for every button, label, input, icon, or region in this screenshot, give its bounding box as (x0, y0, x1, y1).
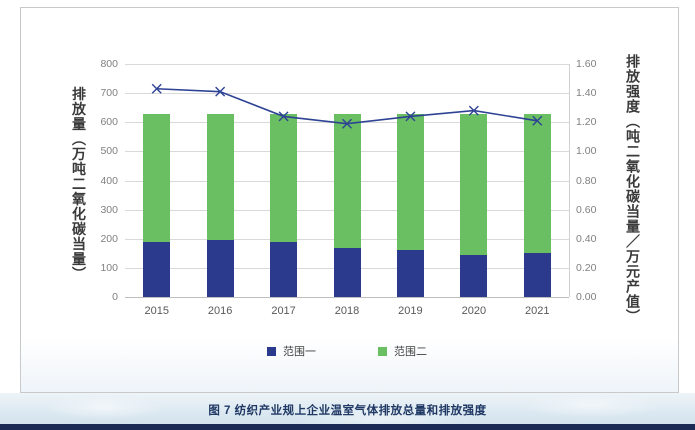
bar-segment-scope1 (206, 240, 234, 297)
bar-segment-scope2 (206, 114, 234, 241)
left-axis-ticks: 0 100 200 300 400 500 600 700 800 (21, 8, 118, 392)
bar-segment-scope1 (460, 255, 488, 297)
bar-segment-scope2 (396, 114, 424, 251)
right-axis-tick-label: 0.40 (576, 232, 597, 245)
right-axis-tick-label: 1.40 (576, 87, 597, 100)
plot-area: 2015 2016 2017 2018 2019 2020 2021 (125, 64, 570, 317)
line-marker-x (151, 83, 162, 94)
legend-item-scope1: 范围一 (267, 343, 316, 359)
right-axis-ticks: 0.00 0.20 0.40 0.60 0.80 1.00 1.20 1.40 1.60 (576, 8, 636, 392)
right-axis-tick-label: 1.20 (576, 116, 597, 129)
x-axis-label: 2018 (334, 305, 360, 317)
bar-segment-scope2 (460, 114, 488, 256)
left-axis-tick-label: 800 (100, 58, 118, 70)
bar-segment-scope2 (270, 114, 298, 242)
scope1-legend-label: 范围一 (283, 346, 316, 358)
x-axis-label: 2021 (525, 305, 550, 317)
left-axis-tick-label: 600 (100, 116, 118, 129)
right-axis-tick-label: 0.20 (576, 261, 597, 274)
left-axis-title: 排放量（万吨二氧化碳当量） (71, 86, 87, 282)
chart-panel: 排放量（万吨二氧化碳当量） 排放强度（吨二氧化碳当量／万元产值） 0 100 200… (20, 7, 679, 393)
bar-segment-scope2 (143, 114, 171, 242)
scope1-legend-swatch (267, 346, 276, 356)
figure-caption: 图 7 纺织产业规上企业温室气体排放总量和排放强度 (208, 405, 487, 417)
x-axis-label: 2017 (271, 305, 296, 317)
gridline (125, 64, 569, 65)
x-axis-label: 2020 (461, 305, 487, 317)
left-axis-tick-label: 100 (100, 261, 118, 274)
right-axis-tick-label: 0.60 (576, 203, 597, 216)
scope2-legend-swatch (378, 346, 387, 356)
scope2-legend-label: 范围二 (394, 346, 427, 358)
bar-segment-scope1 (333, 247, 361, 297)
left-axis-tick-label: 500 (100, 145, 118, 158)
left-axis-tick-label: 200 (100, 232, 118, 245)
footer-photo-band: 图 7 纺织产业规上企业温室气体排放总量和排放强度 (0, 393, 695, 430)
bar-segment-scope2 (333, 114, 361, 248)
gridline (125, 297, 569, 298)
legend-item-scope2: 范围二 (378, 343, 427, 359)
right-axis-tick-label: 1.60 (576, 58, 597, 70)
x-axis-label: 2016 (207, 305, 233, 317)
bar-segment-scope1 (523, 253, 551, 297)
footer-haze-decoration (0, 393, 695, 430)
left-axis-tick-label: 400 (100, 174, 118, 187)
right-axis-tick-label: 0.00 (576, 291, 597, 303)
legend: 范围一 范围二 (125, 343, 569, 359)
x-axis-label: 2019 (398, 305, 423, 317)
x-axis-label: 2015 (144, 305, 169, 317)
left-axis-tick-label: 0 (112, 291, 118, 303)
gridline (125, 93, 569, 95)
left-axis-tick-label: 300 (100, 203, 118, 216)
bar-segment-scope2 (523, 114, 551, 254)
footer-navy-bar (0, 424, 695, 430)
right-axis-tick-label: 0.80 (576, 174, 597, 187)
line-marker-x (215, 86, 226, 97)
bar-segment-scope1 (143, 241, 171, 297)
right-axis-title: 排放强度（吨二氧化碳当量／万元产值） (625, 54, 641, 324)
left-axis-tick-label: 700 (100, 87, 118, 100)
bar-segment-scope1 (270, 241, 298, 297)
right-axis-tick-label: 1.00 (576, 145, 597, 158)
bar-segment-scope1 (396, 250, 424, 297)
